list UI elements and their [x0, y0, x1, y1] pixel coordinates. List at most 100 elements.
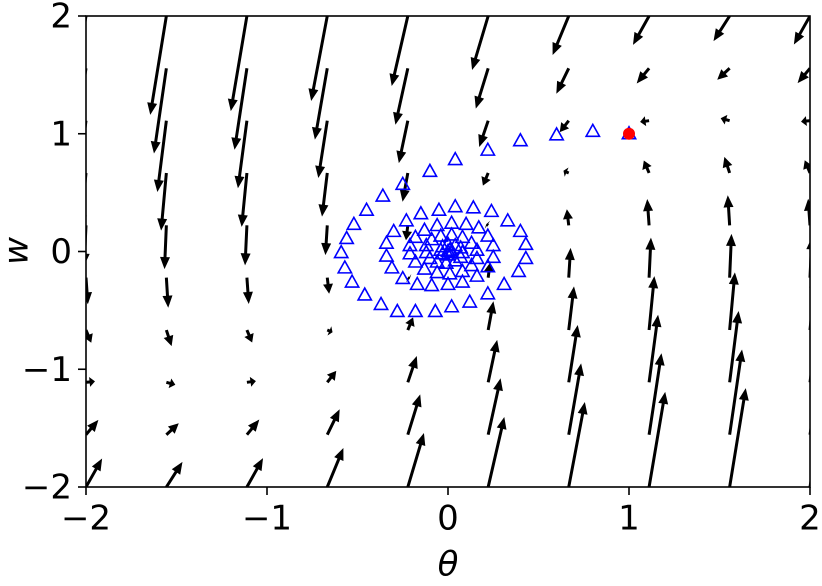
arrow	[713, 16, 731, 42]
arrow	[563, 167, 570, 177]
arrow	[797, 67, 810, 84]
trajectory-point	[512, 132, 529, 147]
arrow	[645, 237, 656, 278]
trajectory-point	[429, 264, 446, 279]
trajectory-point	[378, 234, 395, 249]
trajectory-point	[401, 245, 419, 260]
trajectory-point	[439, 275, 457, 291]
arrow	[308, 16, 329, 101]
arrow	[147, 16, 168, 115]
trajectory-point	[479, 258, 496, 273]
trajectory-point	[409, 275, 426, 291]
arrow	[803, 198, 810, 226]
trajectory-point	[584, 122, 601, 138]
arrow	[86, 277, 93, 305]
arrow	[564, 247, 575, 278]
arrow	[647, 391, 669, 487]
arrow	[567, 402, 588, 487]
trajectory-point	[447, 198, 464, 213]
arrow	[244, 329, 254, 343]
arrow	[405, 273, 412, 283]
arrow	[806, 241, 810, 278]
arrow	[86, 376, 95, 387]
arrow	[567, 286, 578, 331]
arrow	[150, 68, 168, 154]
arrow	[486, 301, 497, 331]
arrow	[405, 317, 415, 331]
arrow	[728, 349, 746, 435]
arrow	[162, 277, 173, 308]
trajectory-point	[333, 244, 350, 259]
arrow	[640, 116, 650, 127]
trajectory-point	[443, 214, 460, 229]
arrow	[246, 376, 256, 387]
trajectory-point	[461, 293, 478, 308]
trajectory-point	[430, 201, 447, 216]
y-tick-label: 2	[50, 0, 72, 37]
arrow	[717, 67, 731, 80]
trajectory-point	[458, 215, 475, 231]
arrow	[245, 458, 264, 487]
trajectory-point	[374, 187, 391, 202]
y-tick-label: 0	[50, 232, 72, 272]
trajectory-point	[421, 162, 438, 178]
arrow	[725, 233, 736, 278]
trajectory-point	[401, 236, 419, 252]
trajectory-point	[479, 141, 496, 156]
trajectory-point	[336, 259, 353, 274]
arrow	[86, 419, 99, 436]
x-tick-label: 2	[799, 499, 821, 539]
trajectory-point	[398, 212, 415, 227]
trajectory-point	[416, 260, 433, 275]
arrow	[402, 225, 413, 241]
trajectory-point	[443, 226, 460, 241]
arrow	[315, 120, 329, 179]
arrow	[486, 378, 503, 436]
arrow	[728, 272, 739, 331]
trajectory-point	[470, 219, 487, 234]
trajectory-point	[423, 231, 440, 246]
trajectory-point	[548, 126, 565, 141]
trajectory-point	[443, 298, 460, 313]
trajectory-point	[407, 253, 424, 268]
x-tick-label: 1	[618, 499, 640, 539]
trajectory-point	[463, 256, 480, 272]
arrow	[552, 16, 571, 56]
trajectory-point	[499, 212, 516, 227]
arrow	[563, 209, 573, 226]
trajectory-point	[423, 277, 440, 292]
arrow	[793, 16, 810, 45]
trajectory-point	[485, 248, 502, 264]
arrow	[318, 172, 329, 217]
trajectory-point	[394, 269, 411, 285]
arrow	[728, 388, 749, 487]
trajectory-point	[468, 267, 485, 282]
arrow	[321, 225, 332, 256]
trajectory-point	[441, 265, 458, 280]
arrow	[484, 220, 491, 230]
trajectory-point	[427, 302, 444, 318]
trajectory-point	[344, 273, 361, 288]
arrow	[163, 329, 174, 347]
arrow	[325, 409, 340, 436]
arrow	[722, 156, 733, 174]
trajectory-point	[439, 242, 457, 258]
trajectory-point	[373, 295, 390, 311]
arrow	[389, 16, 410, 87]
arrow	[326, 370, 337, 384]
arrow	[393, 67, 410, 125]
arrow	[486, 339, 500, 383]
trajectory-point	[394, 175, 411, 191]
trajectory-point	[421, 249, 438, 265]
arrow	[86, 458, 103, 487]
arrow	[486, 416, 507, 487]
trajectory-point	[465, 199, 482, 214]
arrow	[245, 419, 260, 436]
arrow	[556, 67, 571, 94]
arrow	[231, 68, 249, 150]
arrow	[396, 120, 410, 164]
arrow	[237, 172, 249, 227]
trajectory-point	[441, 241, 458, 257]
trajectory-point	[338, 229, 355, 245]
arrow	[323, 277, 333, 294]
